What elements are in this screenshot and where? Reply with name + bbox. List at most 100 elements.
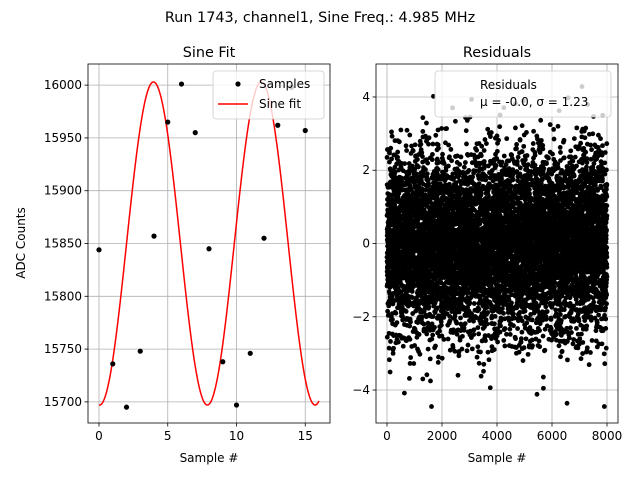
sample-point	[247, 350, 253, 356]
figure-suptitle: Run 1743, channel1, Sine Freq.: 4.985 MH…	[165, 10, 475, 26]
residual-point	[466, 168, 472, 173]
residual-point	[507, 326, 513, 332]
residual-point	[420, 154, 425, 159]
residual-point	[436, 354, 441, 360]
residual-point	[474, 147, 480, 153]
residual-point	[400, 313, 405, 319]
residual-point	[420, 376, 426, 382]
residual-point	[471, 327, 477, 333]
residual-point	[441, 315, 447, 320]
sine-fit-x-tick-label: 0	[95, 429, 103, 443]
residual-point	[499, 176, 504, 182]
sine-fit-title: Sine Fit	[183, 45, 236, 61]
residual-point	[476, 306, 482, 312]
residual-point	[448, 147, 454, 152]
residual-point	[424, 372, 430, 378]
residual-point	[415, 157, 420, 162]
residual-point	[467, 300, 473, 306]
residual-point	[427, 356, 433, 362]
residual-point	[501, 153, 507, 159]
sine-fit-y-tick-label: 15800	[44, 289, 82, 303]
residual-point	[488, 130, 494, 135]
residual-point	[433, 180, 439, 186]
residual-point	[511, 323, 516, 329]
residual-point	[430, 141, 436, 147]
residual-point	[509, 300, 514, 306]
residual-point	[447, 318, 453, 324]
sine-fit-y-tick-label: 15900	[44, 184, 82, 198]
residual-point	[389, 133, 395, 139]
residual-point	[388, 339, 393, 344]
residual-point	[417, 351, 423, 357]
residual-point	[424, 331, 430, 337]
residual-point	[408, 355, 414, 360]
residual-point	[390, 350, 396, 356]
residual-point	[501, 338, 507, 343]
residual-point	[514, 146, 519, 152]
residual-point	[444, 126, 449, 131]
residual-point	[519, 318, 525, 324]
residual-point	[459, 346, 465, 352]
residual-point	[494, 148, 500, 154]
residual-point	[479, 143, 485, 149]
residual-point	[426, 304, 432, 310]
residual-point	[419, 314, 425, 320]
residual-point	[420, 171, 426, 177]
residual-point	[481, 368, 486, 374]
residual-point	[387, 150, 392, 156]
residual-point	[464, 141, 469, 147]
residual-point	[456, 309, 462, 315]
residual-point	[451, 175, 457, 181]
sample-point	[178, 81, 185, 87]
residual-point	[452, 118, 458, 124]
residual-point	[519, 149, 525, 154]
residual-point	[435, 127, 441, 133]
residual-point	[430, 332, 436, 338]
residual-point	[386, 357, 392, 363]
residual-point	[463, 128, 469, 134]
sample-point	[233, 402, 240, 408]
residual-point	[412, 343, 418, 348]
residual-point	[420, 129, 426, 134]
residual-point	[436, 145, 441, 151]
residual-point	[429, 404, 434, 409]
residual-point	[416, 332, 422, 337]
residual-point	[454, 320, 460, 326]
residual-point	[469, 311, 475, 317]
residual-point	[496, 137, 501, 143]
residual-point	[515, 154, 521, 160]
residual-point	[407, 336, 413, 342]
residual-point	[404, 148, 410, 153]
residual-point	[476, 181, 482, 187]
residual-point	[434, 196, 440, 201]
residual-point	[458, 154, 464, 160]
residual-point	[497, 124, 503, 130]
sample-point	[206, 246, 212, 252]
residual-point	[432, 324, 437, 330]
legend-samples-marker	[235, 81, 241, 87]
residual-point	[501, 310, 506, 316]
residual-point	[412, 167, 417, 173]
sample-point	[302, 127, 308, 134]
residual-point	[391, 298, 397, 303]
residual-point	[493, 163, 499, 168]
sine-fit-y-tick-label: 15750	[44, 342, 82, 356]
residual-point	[423, 187, 429, 193]
residual-point	[460, 333, 465, 339]
residual-point	[396, 139, 402, 145]
residual-point	[445, 163, 451, 169]
residual-point	[389, 156, 394, 162]
residual-point	[513, 125, 518, 131]
residual-point	[400, 343, 406, 349]
residual-point	[424, 120, 429, 126]
residual-point	[391, 345, 396, 351]
residual-point	[488, 134, 493, 139]
residual-point	[481, 361, 487, 367]
residual-point	[423, 167, 428, 172]
sample-point	[110, 361, 116, 367]
sample-point	[96, 247, 102, 253]
sine-fit-y-tick-label: 16000	[44, 78, 82, 92]
residual-point	[519, 329, 525, 335]
sample-point	[275, 122, 281, 128]
residual-point	[415, 320, 421, 325]
